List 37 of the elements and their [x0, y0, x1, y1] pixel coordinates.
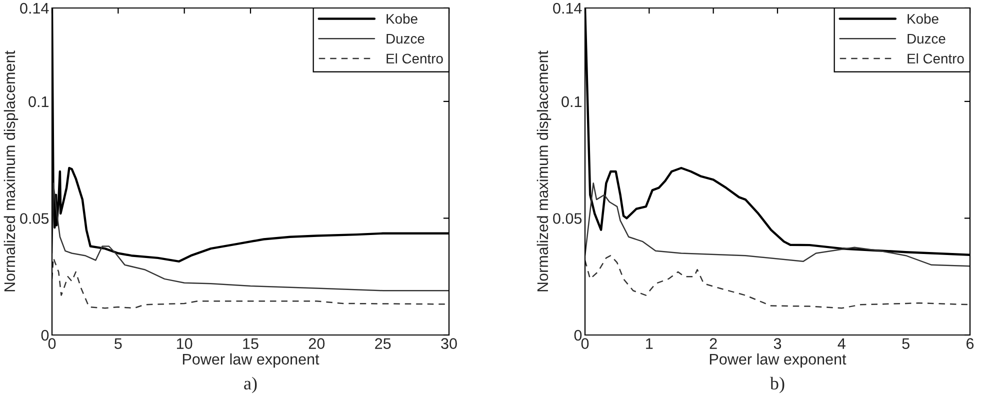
x-tick-label: 25 — [375, 338, 391, 349]
x-tick-label: 4 — [838, 338, 846, 349]
x-axis-title: Power law exponent — [710, 353, 846, 368]
x-tick-label: 6 — [966, 338, 974, 349]
legend-label: El Centro — [908, 53, 964, 64]
y-tick-label: 0.14 — [20, 2, 49, 14]
line-series — [52, 182, 449, 292]
line-series — [585, 182, 970, 267]
x-tick-label: 5 — [902, 338, 910, 349]
y-axis-title: Normalized maximum displacement — [536, 50, 552, 292]
line-series — [585, 254, 970, 309]
y-tick-label: 0.05 — [553, 213, 582, 224]
text: a) — [244, 376, 257, 394]
x-tick-label: 0 — [581, 338, 589, 349]
y-tick-label: 0.05 — [20, 213, 49, 224]
x-tick-label: 30 — [441, 338, 457, 349]
y-tick-label: 0.1 — [562, 96, 582, 108]
text: b) — [770, 376, 784, 394]
x-tick-label: 0 — [48, 338, 56, 349]
x-tick-label: 3 — [774, 338, 782, 349]
x-axis-title: Power law exponent — [182, 353, 320, 368]
y-tick-label: 0.1 — [28, 96, 48, 108]
y-tick-label: 0 — [574, 330, 582, 341]
legend-label: El Centro — [386, 53, 443, 64]
legend-label: Duzce — [386, 34, 424, 44]
x-tick-label: 5 — [114, 338, 122, 349]
legend-label: Kobe — [908, 14, 938, 24]
x-tick-label: 10 — [177, 338, 192, 349]
legend-label: Duzce — [908, 34, 946, 44]
y-axis-title: Normalized maximum displacement — [4, 50, 18, 292]
x-tick-label: 1 — [646, 338, 653, 349]
x-tick-label: 20 — [308, 338, 325, 349]
x-tick-label: 15 — [243, 338, 258, 349]
y-tick-label: 0.14 — [553, 2, 582, 14]
y-tick-label: 0 — [41, 330, 49, 341]
x-tick-label: 2 — [710, 338, 717, 349]
legend-label: Kobe — [386, 14, 418, 24]
